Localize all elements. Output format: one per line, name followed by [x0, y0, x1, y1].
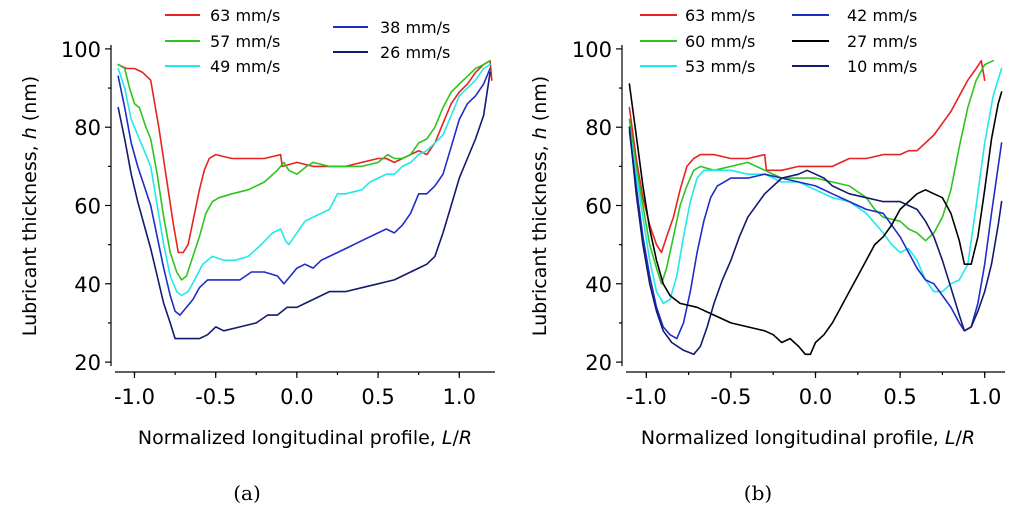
x-tick-label-a: 1.0	[443, 385, 476, 409]
series-line-b-2	[628, 67, 1003, 305]
y-tick-label-b: 20	[585, 351, 612, 375]
series-line-a-2	[117, 63, 491, 297]
legend-label-b-27: 27 mm/s	[847, 32, 917, 51]
y-tick-label-a: 100	[61, 38, 101, 62]
x-tick-label-b: -1.0	[626, 385, 667, 409]
series-line-b-3	[628, 130, 1003, 340]
plot-area-b: 20 40 60 80 100 -1.0 -0.5 0.0 0.5 1.0	[572, 38, 1005, 409]
legend-label-a-63: 63 mm/s	[210, 6, 280, 25]
x-tick-label-b: 1.0	[968, 385, 1001, 409]
y-tick-label-b: 40	[585, 273, 612, 297]
y-tick-label-b: 60	[585, 195, 612, 219]
x-tick-label-a: -0.5	[195, 385, 236, 409]
x-tick-label-b: -0.5	[710, 385, 751, 409]
plot-area-a: 20 40 60 80 100 -1.0 -0.5 0.0 0.5 1.0	[61, 38, 495, 409]
x-axis-label-a: Normalized longitudinal profile, L/R	[138, 427, 472, 449]
legend-label-b-10: 10 mm/s	[847, 57, 917, 76]
series-line-a-1	[117, 59, 491, 281]
series-line-a-3	[117, 67, 491, 316]
panel-a: 63 mm/s 57 mm/s 49 mm/s 38 mm/s 26 mm/s …	[19, 6, 495, 505]
x-axis-label-b: Normalized longitudinal profile, L/R	[641, 427, 975, 449]
legend-label-b-42: 42 mm/s	[847, 6, 917, 25]
legend-label-a-57: 57 mm/s	[210, 32, 280, 51]
caption-b: (b)	[744, 481, 772, 505]
x-tick-label-b: 0.5	[883, 385, 916, 409]
series-line-a-4	[117, 71, 491, 340]
legend-b: 63 mm/s 60 mm/s 53 mm/s 42 mm/s 27 mm/s …	[640, 6, 917, 76]
y-tick-label-a: 80	[74, 116, 101, 140]
series-line-b-1	[628, 59, 994, 285]
y-tick-label-a: 20	[74, 351, 101, 375]
series-line-b-4	[628, 83, 1003, 356]
y-tick-label-b: 100	[572, 38, 612, 62]
legend-label-b-60: 60 mm/s	[685, 32, 755, 51]
y-axis-label-a: Lubricant thickness, h (nm)	[19, 76, 41, 336]
caption-a: (a)	[233, 481, 261, 505]
legend-label-b-53: 53 mm/s	[685, 57, 755, 76]
y-tick-label-a: 40	[74, 273, 101, 297]
series-line-a-0	[117, 59, 493, 254]
legend-a: 63 mm/s 57 mm/s 49 mm/s 38 mm/s 26 mm/s	[165, 6, 450, 76]
series-line-b-0	[628, 59, 986, 254]
legend-label-a-26: 26 mm/s	[380, 43, 450, 62]
x-tick-label-a: 0.0	[280, 385, 313, 409]
x-tick-label-a: 0.5	[361, 385, 394, 409]
legend-label-a-49: 49 mm/s	[210, 57, 280, 76]
legend-label-b-63: 63 mm/s	[685, 6, 755, 25]
x-tick-label-a: -1.0	[114, 385, 155, 409]
panel-b: 63 mm/s 60 mm/s 53 mm/s 42 mm/s 27 mm/s …	[529, 6, 1005, 505]
legend-label-a-38: 38 mm/s	[380, 18, 450, 37]
y-tick-label-b: 80	[585, 116, 612, 140]
series-line-b-5	[628, 126, 1003, 356]
y-tick-label-a: 60	[74, 195, 101, 219]
y-axis-label-b: Lubricant thickness, h (nm)	[529, 76, 551, 336]
x-tick-label-b: 0.0	[799, 385, 832, 409]
